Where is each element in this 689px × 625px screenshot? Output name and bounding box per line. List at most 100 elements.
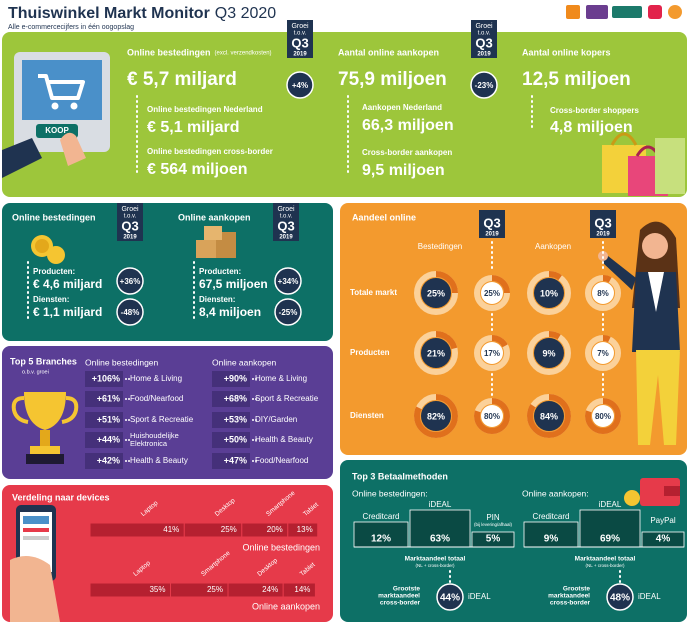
total-note: (NL + cross-border): [416, 563, 455, 568]
donut-arc: [585, 398, 621, 434]
growth-pill: [85, 453, 123, 469]
crossborder-method: iDEAL: [468, 592, 491, 601]
device-value: 25%: [207, 585, 223, 594]
dot: [125, 378, 127, 380]
growth-circle: [470, 71, 498, 99]
shopping-bags-illustration: [602, 132, 685, 196]
split-title: Online aankopen: [178, 212, 251, 222]
donut-center: [592, 405, 614, 427]
donut-label: 82%: [427, 411, 445, 421]
coins-icon: [31, 235, 65, 264]
badge-quarter: Q3: [277, 218, 294, 233]
growth-value: +4%: [292, 81, 308, 90]
badge-text: t.o.v.: [280, 214, 293, 220]
growth-value: -25%: [279, 308, 298, 317]
branch-growth: +106%: [92, 373, 120, 383]
devices-row-title: Online aankopen: [252, 601, 320, 611]
dot: [125, 460, 127, 462]
overview-sub-value: € 5,1 miljard: [147, 119, 240, 136]
overview-label: Online bestedingen: [127, 47, 211, 57]
split-label: Producten:: [33, 267, 75, 276]
growth-pill: [212, 391, 250, 407]
dot: [252, 460, 254, 462]
dot: [255, 378, 257, 380]
method-name: iDEAL: [429, 500, 452, 509]
growth-badge: [117, 203, 143, 241]
branch-name: Food/Nearfood: [255, 456, 308, 465]
split-label: Diensten:: [33, 295, 69, 304]
growth-circle: [274, 267, 302, 295]
device-value: 20%: [267, 525, 283, 534]
payments-group-title: Online aankopen:: [522, 488, 589, 498]
donut-arc: [527, 271, 571, 315]
overview-value: 75,9 miljoen: [338, 69, 447, 90]
donut-center: [481, 405, 503, 427]
dot: [125, 398, 127, 400]
dot: [255, 398, 257, 400]
overview-note: (excl. verzendkosten): [215, 51, 272, 57]
branches-note: o.b.v. groei: [22, 369, 49, 375]
overview-sub-label: Cross-border shoppers: [550, 106, 639, 115]
branch-growth: +68%: [224, 393, 247, 403]
badge-text: t.o.v.: [124, 214, 137, 220]
method-name: PIN: [486, 513, 500, 522]
share-panel: [340, 203, 687, 455]
growth-circle: [274, 298, 302, 326]
crossborder-method: iDEAL: [638, 592, 661, 601]
growth-pill: [85, 412, 123, 428]
badge-quarter: Q3: [475, 35, 492, 50]
growth-badge: [287, 20, 313, 58]
growth-pill: [212, 432, 250, 448]
kiosk-button-text: KOOP: [45, 126, 69, 135]
branch-growth: +53%: [224, 414, 247, 424]
method-name: PayPal: [650, 516, 676, 525]
method-share: 5%: [486, 534, 501, 545]
badge-text: Groei: [475, 23, 493, 30]
growth-circle: [116, 267, 144, 295]
growth-value: +34%: [278, 277, 299, 286]
device-value: 25%: [221, 525, 237, 534]
dot: [128, 398, 130, 400]
overview-sub-label: Online bestedingen cross-border: [147, 147, 273, 156]
donut-center: [534, 278, 564, 308]
donut-center: [592, 342, 614, 364]
branches-panel: [2, 346, 333, 479]
page-title: Thuiswinkel Markt Monitor: [8, 5, 210, 22]
crossborder-label: marktaandeel: [548, 593, 590, 600]
split-panel: [2, 203, 333, 341]
method-share: 9%: [544, 534, 559, 545]
method-name: Creditcard: [533, 512, 570, 521]
branch-name: Elektronica: [130, 439, 168, 448]
payments-group-title: Online bestedingen:: [352, 488, 428, 498]
badge-quarter: Q3: [291, 35, 308, 50]
growth-pill: [85, 391, 123, 407]
growth-pill: [85, 371, 123, 387]
crossborder-label: Grootste: [393, 586, 420, 593]
donut-label: 25%: [427, 288, 445, 298]
overview-sub-value: 4,8 miljoen: [550, 119, 633, 136]
device-bar: [282, 582, 316, 598]
branch-growth: +50%: [224, 434, 247, 444]
overview-sub-value: € 564 miljoen: [147, 161, 248, 178]
method-share: 63%: [430, 534, 450, 545]
donut-center: [421, 401, 451, 431]
branch-growth: +42%: [97, 455, 120, 465]
donut-arc: [585, 335, 621, 371]
crossborder-share: 48%: [610, 593, 630, 604]
overview-sub-label: Cross-border aankopen: [362, 148, 452, 157]
badge-year: 2019: [596, 232, 610, 238]
method-block: [523, 521, 579, 548]
growth-pill: [212, 453, 250, 469]
dot: [128, 439, 130, 441]
badge-year: 2019: [123, 235, 137, 241]
woman-illustration: [598, 221, 680, 445]
dot: [252, 419, 254, 421]
device-value: 35%: [149, 585, 165, 594]
donut-center: [592, 282, 614, 304]
branches-title: Top 5 Branches: [10, 356, 77, 366]
branch-growth: +47%: [224, 455, 247, 465]
donut-arc: [585, 275, 621, 311]
donut-label: 7%: [597, 349, 609, 358]
device-value: 41%: [163, 525, 179, 534]
share-row-label: Producten: [350, 348, 390, 357]
